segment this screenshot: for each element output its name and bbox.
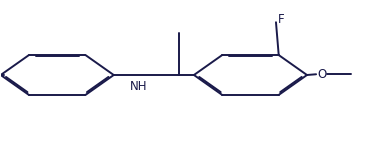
Text: O: O	[317, 68, 326, 81]
Text: NH: NH	[130, 80, 147, 93]
Text: F: F	[278, 13, 285, 26]
